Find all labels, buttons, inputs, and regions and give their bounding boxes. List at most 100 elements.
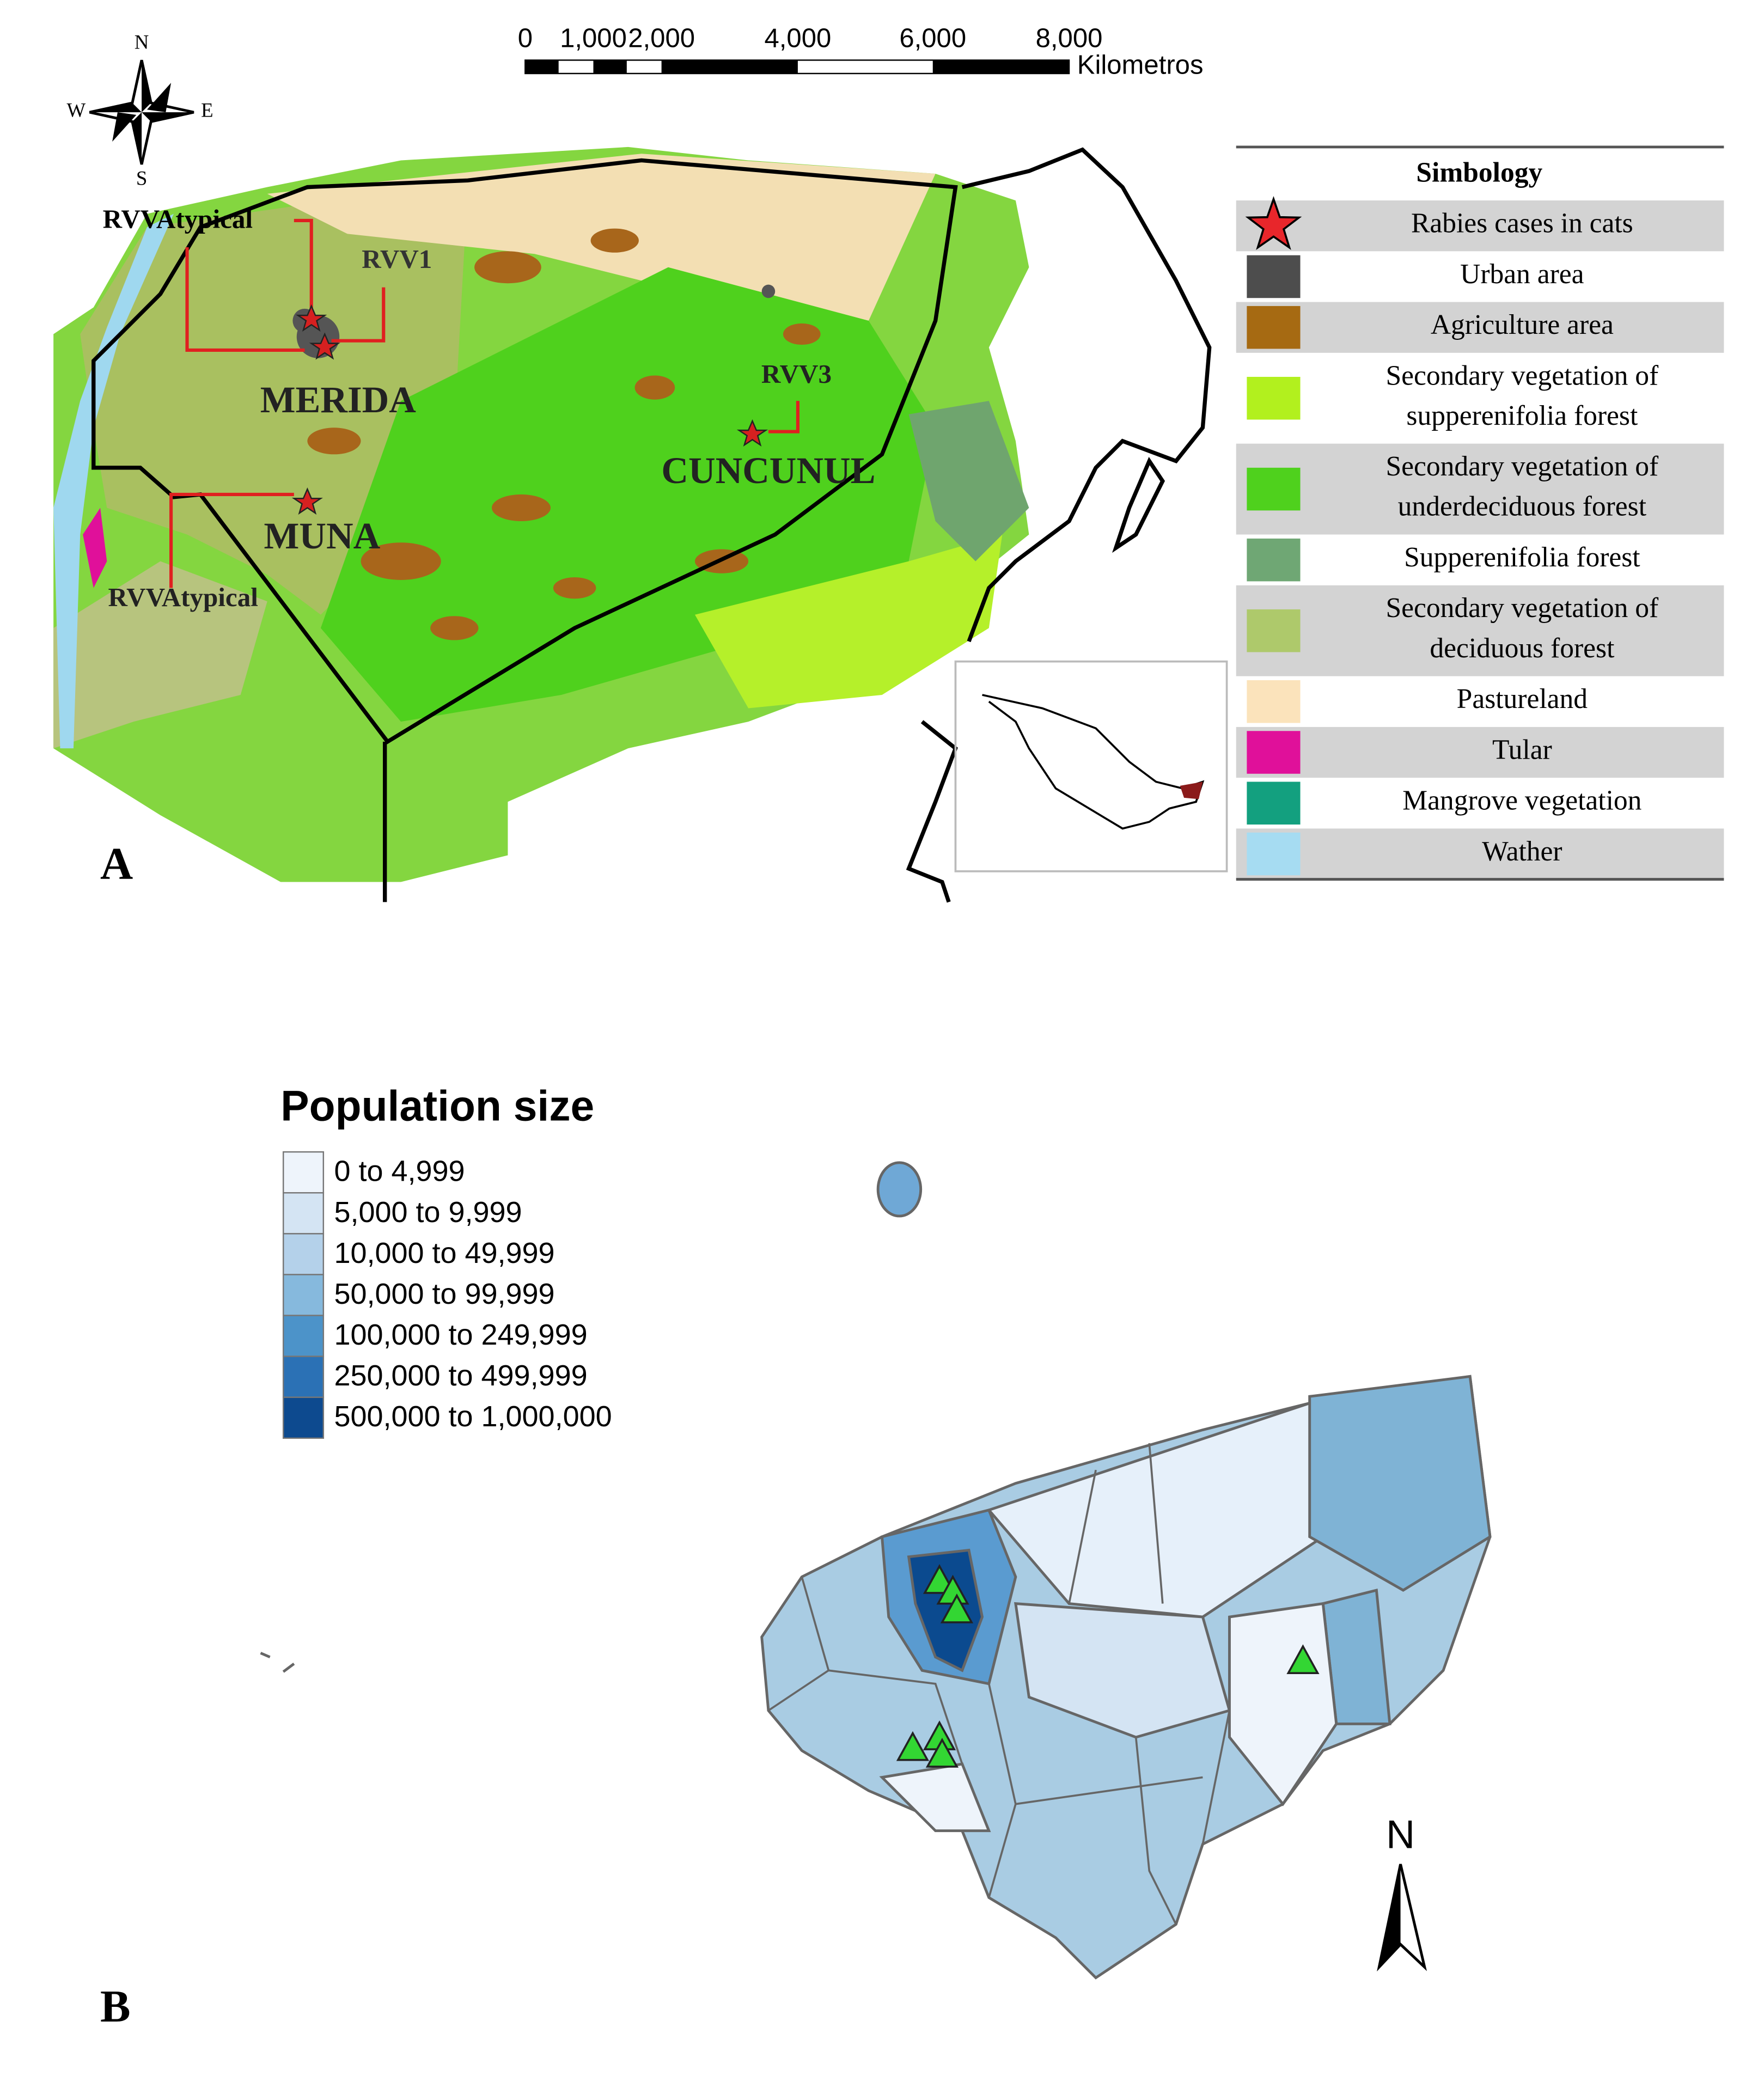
legend-label: Rabies cases in cats (1411, 208, 1633, 239)
legend-label: Pastureland (1457, 683, 1588, 715)
legend-swatch (1247, 376, 1301, 420)
legend-swatch (1247, 609, 1301, 652)
legend-title: Population size (280, 1082, 594, 1129)
scale-tick-label: 0 (518, 24, 533, 53)
scale-tick-label: 6,000 (899, 24, 966, 53)
legend-title: Simbology (1416, 157, 1542, 188)
scale-tick-label: 8,000 (1036, 24, 1103, 53)
legend-symbol (1245, 196, 1302, 251)
place-label: RVV1 (362, 244, 432, 274)
legend-label: 50,000 to 99,999 (334, 1278, 554, 1310)
municipality (907, 1548, 984, 1672)
legend-label: 0 to 4,999 (334, 1155, 465, 1188)
legend-label: deciduous forest (1430, 633, 1615, 664)
land-cover-map: RVVAtypical RVV1 MERIDA RVV3 CUNCUNUL MU… (53, 146, 1228, 903)
scale-unit: Kilometros (1077, 51, 1204, 80)
callout-lines (169, 218, 799, 588)
legend-swatch (282, 1315, 325, 1357)
scale-tick-label: 1,000 (560, 24, 627, 53)
place-labels: RVVAtypical RVV1 MERIDA RVV3 CUNCUNUL MU… (103, 204, 876, 612)
legend-label: Secondary vegetation of (1386, 360, 1659, 391)
compass-label: S (136, 167, 147, 190)
legend-swatch (1247, 467, 1301, 511)
legend-row-bg (1236, 302, 1724, 353)
legend-swatch (282, 1274, 325, 1316)
legend-label: 500,000 to 1,000,000 (334, 1400, 612, 1433)
legend-swatch (282, 1355, 325, 1398)
north-label: N (1386, 1811, 1415, 1857)
legend-label: 10,000 to 49,999 (334, 1237, 554, 1269)
compass-label: W (66, 99, 86, 121)
scale-tick-label: 4,000 (765, 24, 832, 53)
legend-swatch (1247, 832, 1301, 876)
population-map (260, 1161, 1492, 1980)
legend-swatch (282, 1396, 325, 1439)
legend-swatch (1247, 255, 1301, 298)
legend-swatch (1247, 306, 1301, 349)
inset-yucatan (1180, 781, 1203, 799)
island (1112, 456, 1165, 553)
legend-swatch (282, 1192, 325, 1235)
legend-row-bg (1236, 200, 1724, 252)
legend-swatch (282, 1233, 325, 1275)
place-label: MUNA (264, 515, 381, 557)
legend-label: Secondary vegetation of (1386, 451, 1659, 482)
legend-swatch (282, 1151, 325, 1194)
coast-water (53, 213, 174, 749)
legend-label: Tular (1492, 734, 1552, 765)
legend-swatch (1247, 538, 1301, 582)
legend-label: 100,000 to 249,999 (334, 1318, 587, 1351)
legend: Simbology Rabies cases in cats Urban area… (1236, 145, 1724, 881)
supperenifolia-secondary-area (694, 534, 1003, 709)
panel-label: A (100, 839, 133, 889)
tular-patch (83, 508, 107, 588)
coastline (906, 720, 958, 903)
municipality (1308, 1375, 1492, 1592)
place-label: CUNCUNUL (661, 450, 875, 491)
case-markers (896, 1564, 1320, 1768)
legend: Population size 0 to 4,999 5,000 to 9,999… (280, 1082, 612, 1439)
coastline (961, 147, 1212, 643)
islet (282, 1663, 295, 1673)
scale-bar: Kilometros 0 1,000 2,000 4,000 6,000 8,000 (518, 24, 1204, 80)
deciduous-sw-area (53, 561, 267, 749)
municipality (1228, 1602, 1338, 1806)
case-stars (291, 304, 768, 515)
place-label: MERIDA (260, 379, 417, 420)
legend-swatch (1247, 680, 1301, 723)
legend-label: underdeciduous forest (1398, 491, 1647, 522)
place-label: RVV3 (761, 359, 832, 389)
municipality (986, 1401, 1324, 1619)
municipality (879, 1762, 991, 1833)
panel-label: B (100, 1982, 131, 2032)
legend-swatch (1247, 731, 1301, 774)
legend-label: Wather (1482, 836, 1562, 867)
legend-label: Mangrove vegetation (1402, 785, 1641, 816)
place-label: RVVAtypical (103, 204, 253, 234)
legend-label: supperenifolia forest (1406, 400, 1638, 431)
legend-label: Urban area (1460, 259, 1584, 290)
compass-rose: N W E S (66, 30, 213, 189)
legend-swatch (1247, 781, 1301, 825)
legend-label: Agriculture area (1431, 309, 1614, 340)
municipal-borders (767, 1443, 1231, 1925)
legend-row-bg (1236, 828, 1724, 880)
municipality (1014, 1602, 1231, 1739)
inset-mexico (982, 694, 1205, 830)
legend-label: Secondary vegetation of (1386, 593, 1659, 624)
inset-frame (954, 660, 1228, 872)
legend-label: 250,000 to 499,999 (334, 1359, 587, 1392)
legend-label: Supperenifolia forest (1404, 542, 1640, 573)
islet (260, 1652, 271, 1658)
legend-row-bg (1236, 726, 1724, 778)
supperenifolia-area (908, 401, 1029, 561)
scale-tick-label: 2,000 (628, 24, 695, 53)
agriculture-patches (307, 228, 821, 640)
compass-label: E (201, 99, 213, 121)
legend-label: 5,000 to 9,999 (334, 1196, 522, 1229)
legend-row-bg (1236, 443, 1724, 535)
place-label: RVVAtypical (108, 582, 258, 612)
north-arrow: N (1377, 1811, 1427, 1972)
